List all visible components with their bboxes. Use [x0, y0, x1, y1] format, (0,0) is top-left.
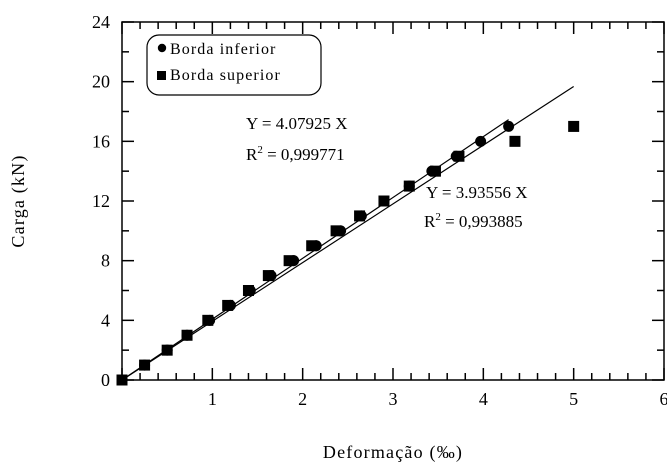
x-tick-label: 4	[479, 389, 488, 409]
axis-ticks	[121, 21, 665, 381]
y-tick-label: 20	[92, 72, 110, 92]
point-borda-superior	[453, 150, 465, 162]
y-tick-label: 8	[101, 251, 110, 271]
point-borda-superior	[568, 120, 580, 132]
y-tick-label: 0	[101, 370, 110, 390]
y-tick-label: 4	[101, 310, 110, 330]
point-borda-superior	[222, 299, 234, 311]
fit-equation-1: Y = 4.07925 X	[246, 114, 348, 133]
legend-box	[146, 34, 322, 96]
legend: Borda inferior Borda superior	[146, 34, 322, 96]
fit-r2-2-symbol: R	[424, 212, 436, 231]
data-points	[116, 120, 580, 386]
y-tick-label: 12	[92, 191, 110, 211]
point-borda-superior	[181, 329, 193, 341]
legend-label-borda-inferior: Borda inferior	[170, 41, 276, 58]
x-axis-title: Deformação (‰)	[323, 442, 463, 463]
point-borda-superior	[509, 135, 521, 147]
fit-equation-2: Y = 3.93556 X	[426, 183, 528, 202]
point-borda-superior	[403, 180, 415, 192]
point-borda-superior	[139, 359, 151, 371]
fit-r2-1-symbol: R	[246, 145, 258, 164]
fit-line-2	[121, 85, 574, 381]
x-tick-label: 3	[389, 389, 398, 409]
legend-marker-borda-inferior	[157, 43, 167, 53]
legend-marker-borda-superior	[157, 71, 166, 80]
point-borda-inferior	[475, 135, 487, 147]
x-tick-label: 2	[298, 389, 307, 409]
x-tick-label: 5	[569, 389, 578, 409]
fit-r2-2-sup: 2	[435, 211, 441, 223]
fit-r2-2-value: = 0,993885	[441, 212, 523, 231]
point-borda-superior	[202, 314, 214, 326]
point-borda-superior	[262, 270, 274, 282]
point-borda-superior	[378, 195, 390, 207]
legend-label-borda-superior: Borda superior	[170, 67, 281, 84]
y-axis-title: Carga (kN)	[8, 154, 29, 247]
point-borda-superior	[429, 165, 441, 177]
fit-r2-2: R2 = 0,993885	[424, 211, 523, 231]
fit-r2-1-value: = 0,999771	[263, 145, 345, 164]
x-tick-label: 6	[660, 389, 667, 409]
point-borda-inferior	[503, 120, 515, 132]
point-borda-superior	[161, 344, 173, 356]
fit-r2-1-sup: 2	[257, 144, 263, 156]
point-borda-superior	[242, 285, 254, 296]
point-borda-superior	[330, 225, 342, 237]
x-tick-label: 1	[208, 389, 217, 409]
y-tick-label: 16	[92, 131, 110, 151]
point-borda-superior	[283, 255, 295, 267]
point-borda-superior	[306, 240, 318, 252]
point-borda-superior	[354, 210, 366, 222]
y-tick-label: 24	[92, 12, 110, 32]
fit-r2-1: R2 = 0,999771	[246, 144, 345, 164]
fit-annotation-1: Y = 4.07925 X R2 = 0,999771	[246, 114, 348, 164]
fit-annotation-2: Y = 3.93556 X R2 = 0,993885	[424, 183, 528, 231]
